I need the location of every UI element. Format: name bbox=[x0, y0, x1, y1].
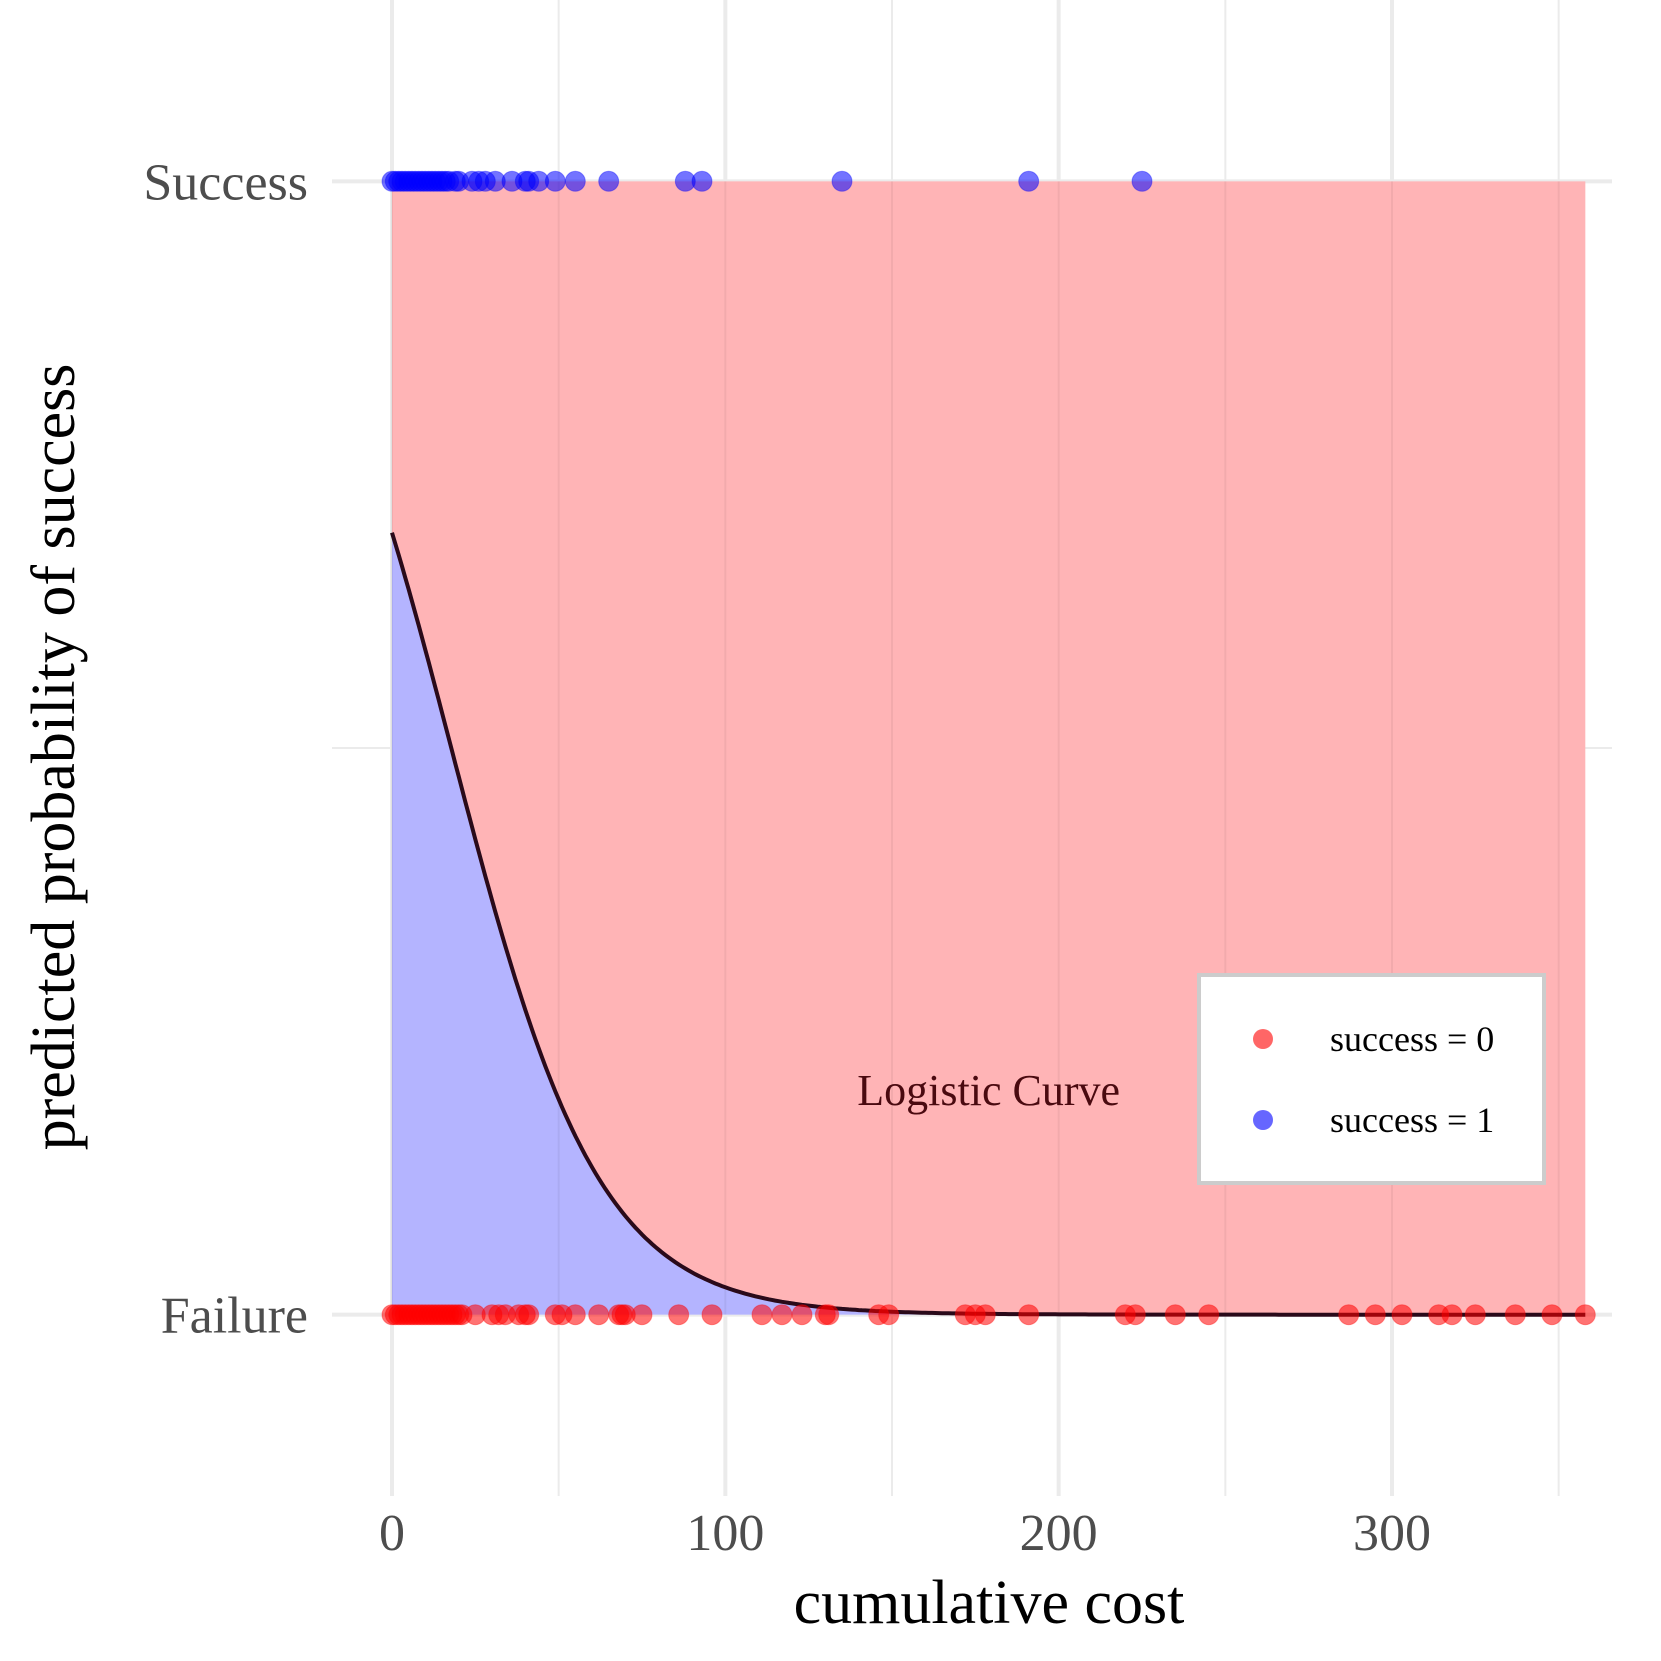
legend-label-success-1: success = 1 bbox=[1330, 1100, 1494, 1140]
point-success-1 bbox=[691, 170, 713, 192]
x-tick-label: 200 bbox=[1020, 1505, 1098, 1562]
legend-key-success-0 bbox=[1253, 1029, 1273, 1049]
point-success-1 bbox=[1131, 170, 1153, 192]
fill-below-curve bbox=[392, 532, 1586, 1315]
point-success-0 bbox=[701, 1304, 723, 1326]
point-success-0 bbox=[878, 1304, 900, 1326]
y-tick-labels: Failure Success bbox=[143, 154, 308, 1344]
point-success-0 bbox=[1198, 1304, 1220, 1326]
legend-label-success-0: success = 0 bbox=[1330, 1019, 1494, 1059]
point-success-0 bbox=[518, 1304, 540, 1326]
legend-box bbox=[1197, 973, 1546, 1185]
point-success-0 bbox=[1364, 1304, 1386, 1326]
legend: success = 0 success = 1 bbox=[1197, 973, 1546, 1185]
point-success-0 bbox=[1464, 1304, 1486, 1326]
point-success-0 bbox=[1164, 1304, 1186, 1326]
point-success-0 bbox=[1391, 1304, 1413, 1326]
y-axis-title: predicted probability of success bbox=[20, 364, 88, 1151]
y-tick-label: Success bbox=[143, 154, 308, 211]
point-success-1 bbox=[564, 170, 586, 192]
point-success-0 bbox=[1441, 1304, 1463, 1326]
point-success-0 bbox=[1124, 1304, 1146, 1326]
x-tick-label: 100 bbox=[686, 1505, 764, 1562]
point-success-1 bbox=[1018, 170, 1040, 192]
point-success-0 bbox=[1541, 1304, 1563, 1326]
point-success-0 bbox=[1338, 1304, 1360, 1326]
x-axis-title: cumulative cost bbox=[794, 1569, 1185, 1637]
point-success-0 bbox=[1574, 1304, 1596, 1326]
point-success-1 bbox=[831, 170, 853, 192]
point-success-0 bbox=[588, 1304, 610, 1326]
point-success-1 bbox=[544, 170, 566, 192]
point-success-0 bbox=[631, 1304, 653, 1326]
annotation-logistic-curve: Logistic Curve bbox=[857, 1066, 1120, 1115]
point-success-1 bbox=[598, 170, 620, 192]
annotations: Logistic Curve bbox=[857, 1066, 1120, 1115]
x-tick-label: 300 bbox=[1353, 1505, 1431, 1562]
legend-key-success-1 bbox=[1253, 1110, 1273, 1130]
point-success-0 bbox=[818, 1304, 840, 1326]
x-tick-labels: 0 100 200 300 bbox=[379, 1505, 1431, 1562]
point-success-0 bbox=[1018, 1304, 1040, 1326]
point-success-0 bbox=[564, 1304, 586, 1326]
x-tick-label: 0 bbox=[379, 1505, 405, 1562]
data-points bbox=[381, 170, 1596, 1326]
point-success-0 bbox=[791, 1304, 813, 1326]
y-tick-label: Failure bbox=[161, 1288, 308, 1345]
point-success-0 bbox=[1504, 1304, 1526, 1326]
point-success-0 bbox=[771, 1304, 793, 1326]
point-success-0 bbox=[974, 1304, 996, 1326]
point-success-0 bbox=[668, 1304, 690, 1326]
point-success-0 bbox=[751, 1304, 773, 1326]
